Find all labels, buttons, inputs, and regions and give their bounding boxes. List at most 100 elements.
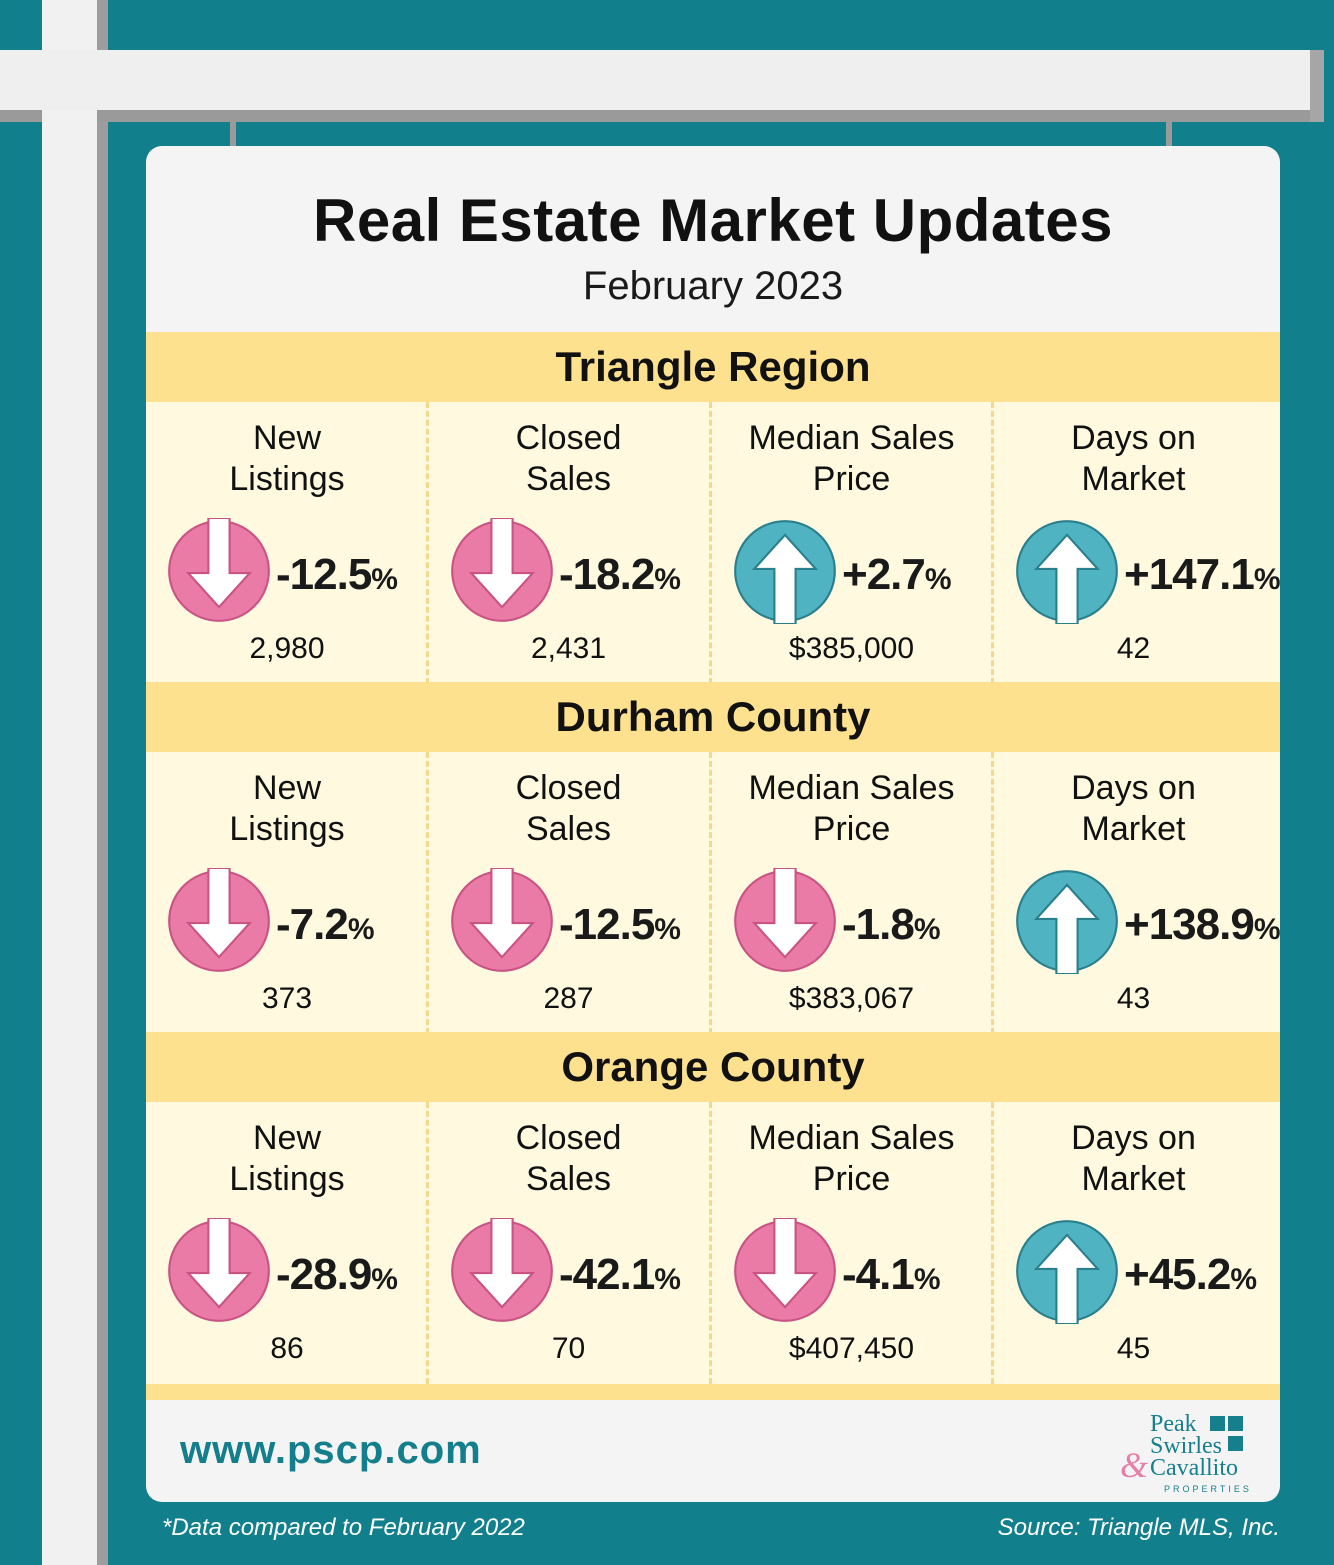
metric-value: 2,431 [530,632,607,665]
up-arrow-icon [1016,870,1118,974]
metric-change-unit: % [654,913,681,946]
metric-change-number: +2.7 [842,550,926,599]
metric-card: Closed Sales -18.2% 2,431 [426,402,708,684]
metric-change: -42.1% [559,1250,681,1300]
metric-change: -18.2% [559,550,681,600]
metric-change-unit: % [1253,913,1280,946]
up-arrow-icon [734,520,836,624]
metric-change-unit: % [913,1263,941,1296]
metric-change-number: +147.1 [1124,550,1255,599]
metric-change-unit: % [371,1263,398,1296]
metric-card: Median Sales Price +2.7% $385,000 [709,402,991,684]
metric-card: New Listings -7.2% 373 [146,752,428,1034]
metric-label: Days on Market [1071,769,1196,848]
metric-change: -28.9% [276,1250,398,1300]
company-logo: Peak Swirles & Cavallito PROPERTIES [1114,1410,1264,1498]
logo-subtext: PROPERTIES [1164,1484,1252,1494]
metric-label: Closed Sales [515,419,622,498]
metric-change-number: -18.2 [559,550,655,599]
metric-change: -12.5% [276,550,398,600]
metric-change-unit: % [1253,563,1280,596]
metric-change: +147.1% [1124,550,1280,600]
metric-change: -7.2% [276,900,375,950]
logo-square [1228,1436,1243,1451]
metric-change: +2.7% [842,550,952,600]
metric-value: 42 [1116,632,1151,665]
down-arrow-icon [168,868,270,972]
metric-label: New Listings [229,1119,345,1198]
logo-square [1228,1416,1243,1431]
down-arrow-icon [451,1218,553,1322]
metric-label: Closed Sales [515,769,622,848]
up-arrow-icon [1016,1220,1118,1324]
metric-change-number: -12.5 [276,550,372,599]
metric-change-number: -28.9 [276,1250,372,1299]
logo-square [1210,1416,1225,1431]
logo-word-cavallito: Cavallito [1150,1455,1238,1481]
metric-change-unit: % [347,913,375,946]
section-header: Triangle Region [146,332,1280,402]
metric-change-number: -4.1 [842,1250,915,1299]
down-arrow-icon [168,518,270,622]
section-header: Durham County [146,682,1280,752]
metric-change: +45.2% [1124,1250,1257,1300]
metric-change: -1.8% [842,900,941,950]
section-header: Orange County [146,1032,1280,1102]
metric-change-unit: % [924,563,952,596]
metric-value: $407,450 [788,1332,915,1365]
down-arrow-icon [168,1218,270,1322]
logo-word-swirles: Swirles [1150,1433,1222,1459]
signpost-arm [0,50,1310,110]
metric-label: New Listings [229,419,345,498]
metric-label: Days on Market [1071,1119,1196,1198]
signpost-arm-shadow [97,110,1310,122]
metric-value: 2,980 [249,632,325,665]
metric-label: Median Sales Price [748,1119,955,1198]
section-metrics: New Listings -12.5% 2,980 Closed Sales -18.2… [146,402,1280,684]
bottom-band [146,1384,1280,1400]
logo-ampersand: & [1120,1445,1149,1485]
section-metrics: New Listings -28.9% 86 Closed Sales -42.1% 70… [146,1102,1280,1384]
metric-card: Median Sales Price -4.1% $407,450 [709,1102,991,1384]
market-sign-board: Real Estate Market Updates February 2023… [146,146,1280,1502]
metric-value: $385,000 [788,632,915,665]
signpost-pole [42,0,97,1565]
source-note: Source: Triangle MLS, Inc. [997,1514,1280,1541]
down-arrow-icon [451,518,553,622]
page-subtitle: February 2023 [582,264,844,308]
metric-change-unit: % [654,563,681,596]
metric-value: 373 [261,982,313,1015]
metric-card: Days on Market +45.2% 45 [991,1102,1273,1384]
metric-label: Closed Sales [515,1119,622,1198]
down-arrow-icon [734,1218,836,1322]
metric-card: Median Sales Price -1.8% $383,067 [709,752,991,1034]
metric-change-number: +138.9 [1124,900,1255,949]
metric-change-unit: % [1230,1263,1257,1296]
metric-change-number: +45.2 [1124,1250,1231,1299]
metric-change-number: -42.1 [559,1250,655,1299]
metric-card: Closed Sales -42.1% 70 [426,1102,708,1384]
footnote: *Data compared to February 2022 [162,1514,525,1541]
up-arrow-icon [1016,520,1118,624]
metric-label: Median Sales Price [748,419,955,498]
website-link[interactable]: www.pscp.com [180,1428,482,1472]
signpost-arm-end [1310,50,1324,122]
signpost-shadow [97,0,108,1565]
down-arrow-icon [734,868,836,972]
signpost-arm-shadow-left [0,110,42,122]
metric-change-unit: % [913,913,941,946]
metric-card: Closed Sales -12.5% 287 [426,752,708,1034]
metric-change-unit: % [654,1263,681,1296]
metric-card: New Listings -12.5% 2,980 [146,402,428,684]
metric-card: New Listings -28.9% 86 [146,1102,428,1384]
metric-change-number: -1.8 [842,900,915,949]
metric-change-unit: % [371,563,398,596]
metric-value: 287 [543,982,594,1015]
metric-label: Days on Market [1071,419,1196,498]
logo-word-peak: Peak [1150,1411,1197,1437]
metric-change-number: -12.5 [559,900,655,949]
metric-change-number: -7.2 [276,900,349,949]
metric-label: Median Sales Price [748,769,955,848]
down-arrow-icon [451,868,553,972]
metric-label: New Listings [229,769,345,848]
